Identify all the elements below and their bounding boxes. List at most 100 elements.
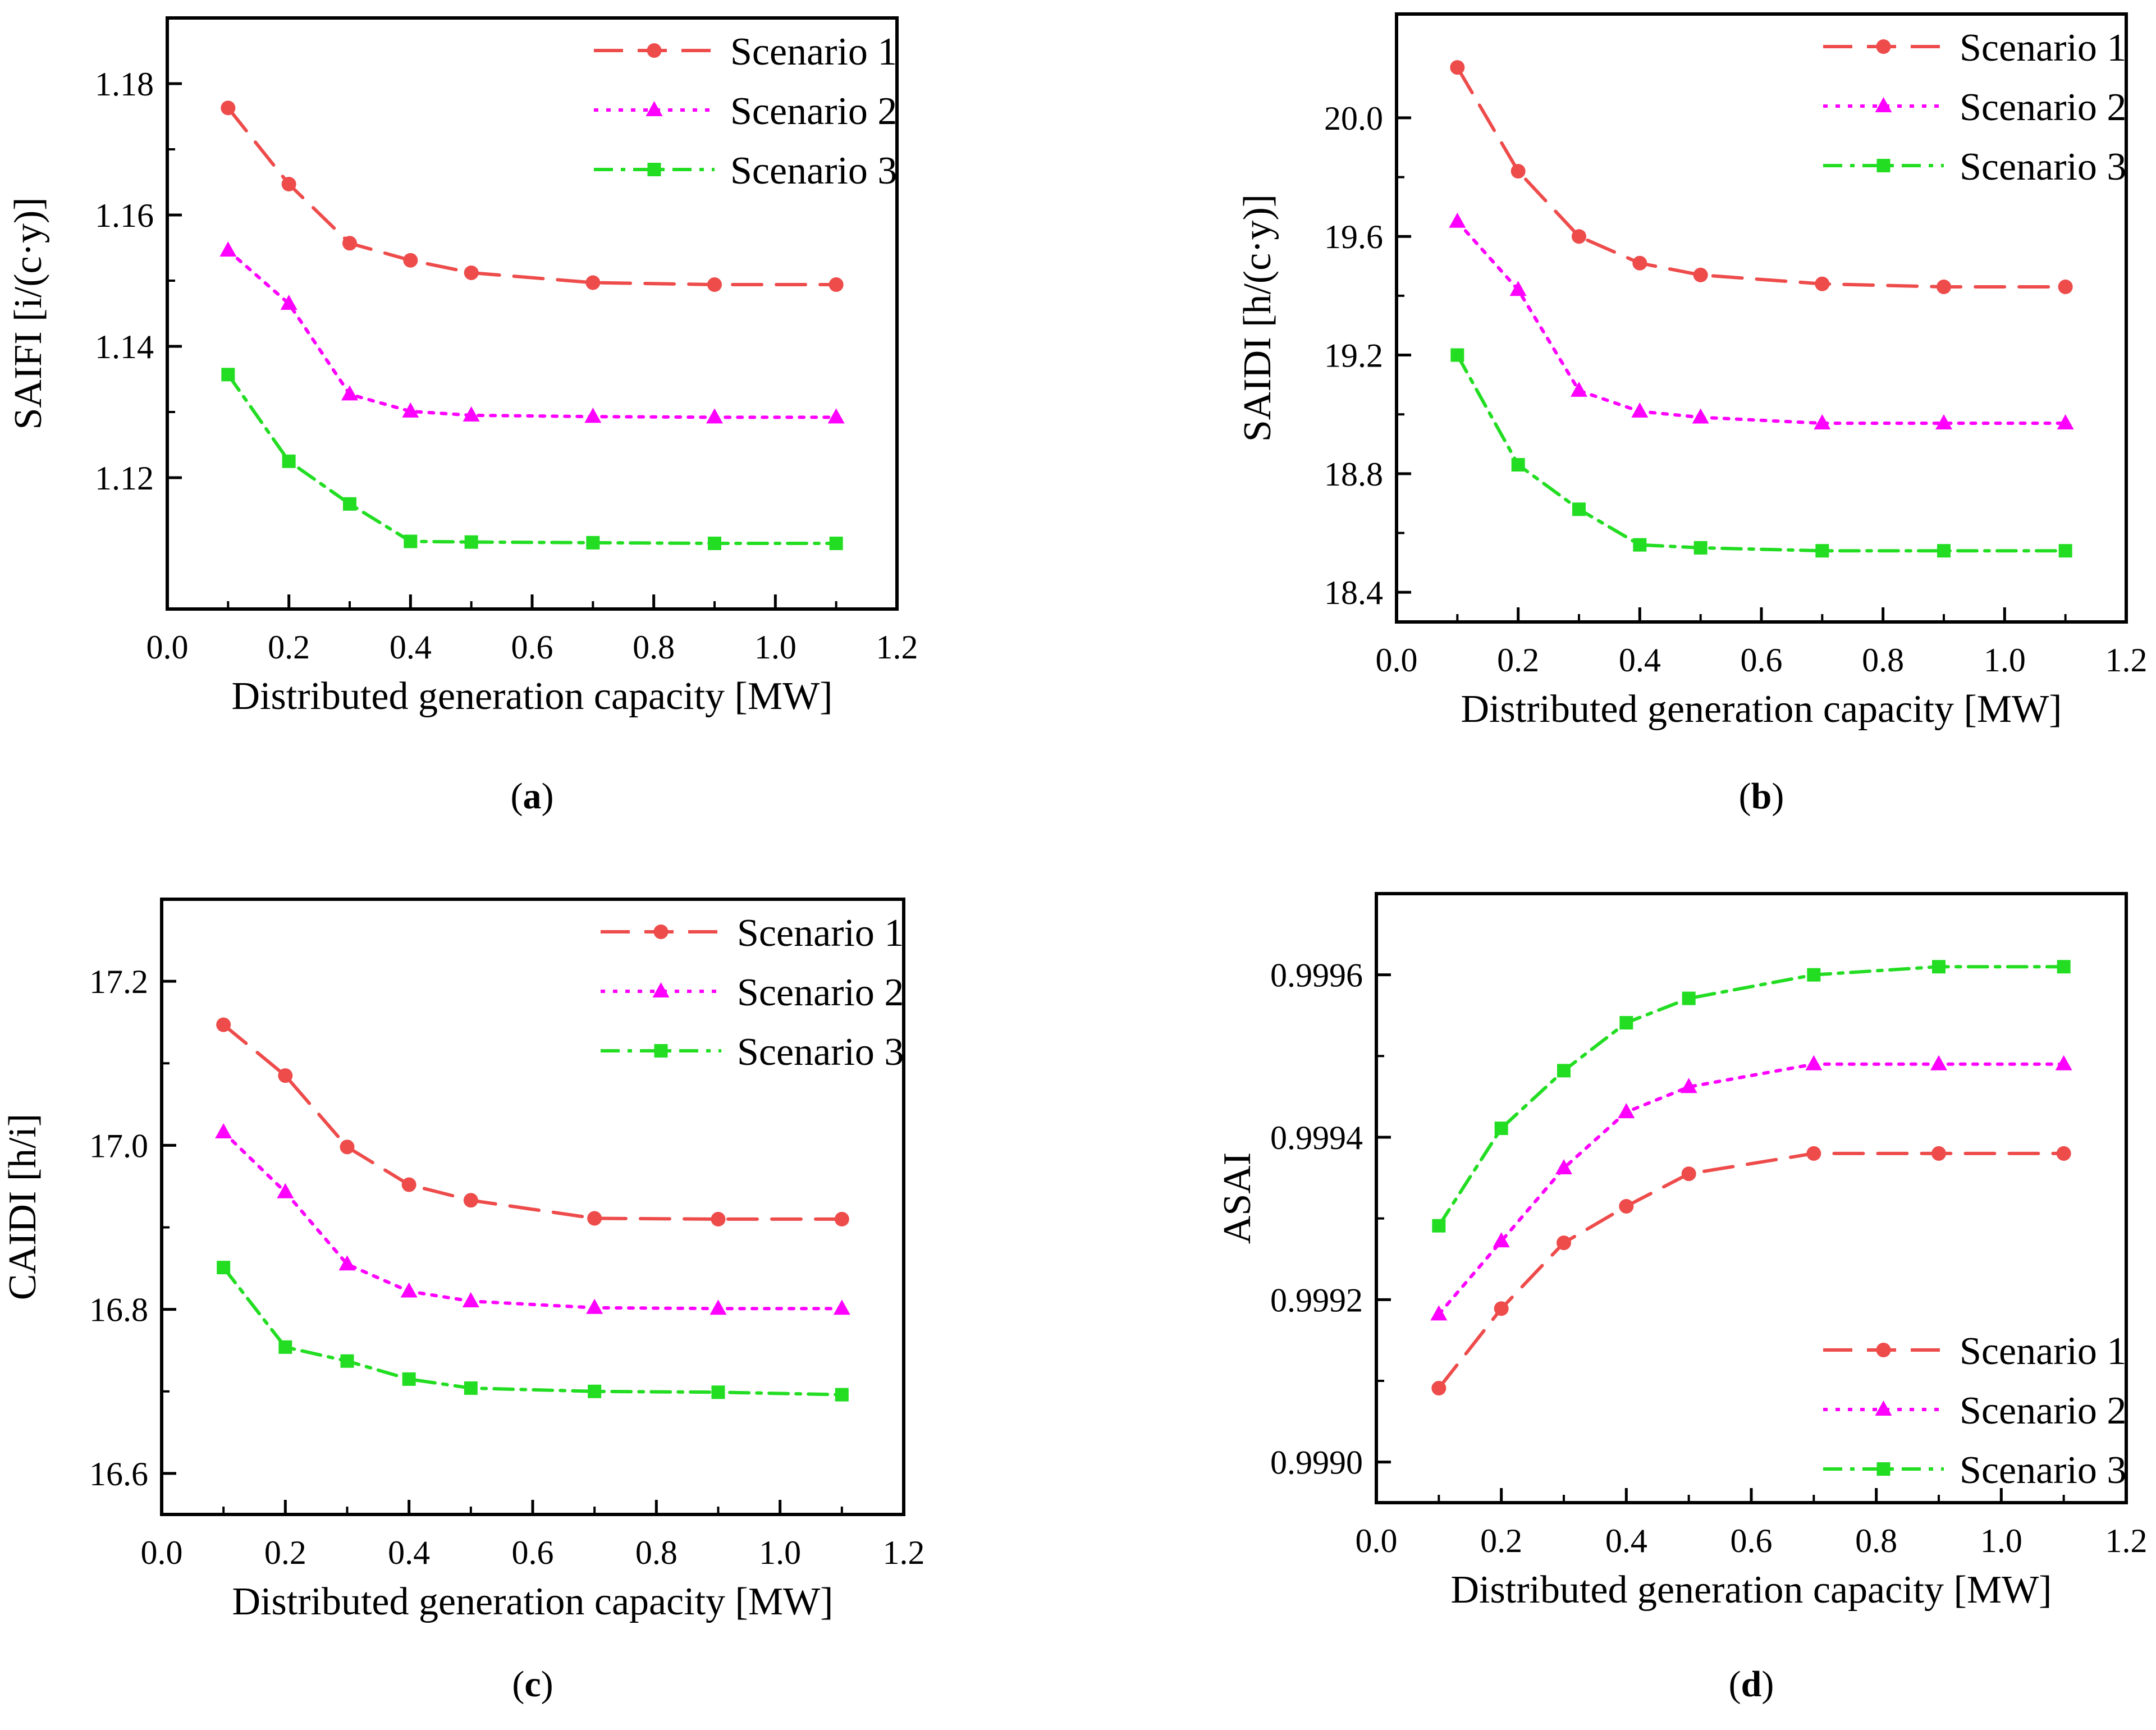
data-point-scenario-1 bbox=[1510, 163, 1526, 179]
series-scenario-2 bbox=[1430, 1055, 2072, 1321]
data-point-scenario-3 bbox=[221, 368, 235, 382]
data-point-scenario-3 bbox=[402, 1372, 416, 1386]
legend-marker-scenario-1 bbox=[1876, 39, 1891, 54]
legend-label: Scenario 1 bbox=[1960, 26, 2126, 70]
data-point-scenario-3 bbox=[829, 537, 843, 550]
legend: Scenario 1 Scenario 2 Scenario 3 bbox=[601, 912, 904, 1074]
legend-label: Scenario 1 bbox=[730, 30, 897, 74]
panel-caption: (d) bbox=[1729, 1664, 1774, 1705]
data-point-scenario-3 bbox=[1937, 544, 1951, 558]
y-axis-title: SAIDI [h/(c·y)] bbox=[1236, 194, 1279, 442]
legend-marker-scenario-1 bbox=[653, 925, 669, 939]
data-point-scenario-3 bbox=[711, 1385, 725, 1399]
data-point-scenario-1 bbox=[278, 1068, 293, 1083]
data-point-scenario-3 bbox=[1682, 991, 1696, 1005]
x-tick-label: 0.8 bbox=[633, 629, 675, 666]
legend: Scenario 1 Scenario 2 Scenario 3 bbox=[1823, 26, 2126, 189]
series-scenario-1 bbox=[1431, 1146, 2071, 1396]
data-point-scenario-3 bbox=[1807, 968, 1821, 982]
series-scenario-2 bbox=[215, 1123, 850, 1315]
series-line-scenario-2 bbox=[1437, 1062, 2066, 1316]
series-scenario-1 bbox=[216, 1017, 849, 1226]
y-tick-label: 0.9996 bbox=[1270, 957, 1363, 994]
x-tick-label: 1.0 bbox=[754, 629, 797, 666]
data-point-scenario-2 bbox=[215, 1123, 232, 1139]
data-point-scenario-2 bbox=[586, 1298, 603, 1314]
data-point-scenario-2 bbox=[1571, 381, 1587, 397]
data-point-scenario-2 bbox=[462, 1292, 479, 1308]
data-point-scenario-1 bbox=[221, 100, 236, 116]
x-tick-label: 1.2 bbox=[883, 1534, 925, 1571]
data-point-scenario-2 bbox=[277, 1183, 294, 1198]
data-point-scenario-1 bbox=[828, 277, 844, 292]
series-line-scenario-1 bbox=[222, 1023, 844, 1221]
data-point-scenario-3 bbox=[588, 1384, 602, 1398]
y-tick-label: 18.4 bbox=[1324, 574, 1383, 611]
data-point-scenario-3 bbox=[1557, 1064, 1571, 1078]
y-tick-label: 16.6 bbox=[89, 1456, 148, 1493]
panel-caption: (b) bbox=[1739, 776, 1784, 817]
series-scenario-2 bbox=[219, 241, 845, 424]
data-point-scenario-2 bbox=[219, 241, 237, 257]
data-point-scenario-1 bbox=[2056, 1146, 2071, 1161]
y-tick-label: 16.8 bbox=[89, 1292, 148, 1329]
data-point-scenario-3 bbox=[2058, 544, 2072, 558]
data-point-scenario-3 bbox=[1494, 1122, 1508, 1136]
y-tick-label: 0.9990 bbox=[1270, 1444, 1363, 1481]
legend-label: Scenario 2 bbox=[1960, 1389, 2126, 1432]
legend-marker-scenario-2 bbox=[646, 101, 663, 116]
data-point-scenario-1 bbox=[1431, 1381, 1447, 1396]
data-point-scenario-3 bbox=[282, 454, 296, 468]
data-point-scenario-1 bbox=[834, 1211, 849, 1226]
x-tick-label: 0.4 bbox=[388, 1534, 430, 1571]
x-tick-label: 0.4 bbox=[1619, 642, 1661, 679]
x-tick-label: 1.2 bbox=[2105, 642, 2148, 679]
data-point-scenario-1 bbox=[464, 265, 479, 280]
data-point-scenario-1 bbox=[216, 1017, 231, 1032]
data-point-scenario-1 bbox=[463, 1193, 478, 1208]
legend-label: Scenario 1 bbox=[737, 912, 904, 955]
x-tick-label: 1.0 bbox=[1980, 1522, 2022, 1559]
y-tick-label: 17.0 bbox=[89, 1127, 148, 1164]
data-point-scenario-2 bbox=[280, 294, 297, 310]
data-point-scenario-3 bbox=[586, 536, 600, 550]
x-tick-label: 1.2 bbox=[2105, 1522, 2148, 1559]
data-point-scenario-1 bbox=[401, 1177, 416, 1192]
panel-d: 0.0 0.2 0.4 0.6 0.8 1.0 1.2 0.9990 0.9992 0.9994 0… bbox=[1216, 892, 2148, 1705]
data-point-scenario-1 bbox=[1619, 1198, 1634, 1214]
y-tick-label: 1.14 bbox=[95, 328, 154, 365]
legend-label: Scenario 3 bbox=[1960, 145, 2126, 189]
x-tick-label: 1.0 bbox=[1984, 642, 2026, 679]
x-tick-label: 0.2 bbox=[264, 1534, 306, 1571]
x-tick-label: 0.8 bbox=[1862, 642, 1904, 679]
series-line-scenario-3 bbox=[1437, 965, 2066, 1228]
data-point-scenario-3 bbox=[2057, 960, 2071, 974]
data-point-scenario-2 bbox=[827, 408, 845, 424]
data-point-scenario-2 bbox=[833, 1299, 850, 1315]
x-axis-title: Distributed generation capacity [MW] bbox=[232, 675, 833, 718]
data-point-scenario-1 bbox=[1931, 1146, 1946, 1161]
data-point-scenario-2 bbox=[1930, 1055, 1947, 1070]
series-line-scenario-3 bbox=[1455, 353, 2067, 553]
data-point-scenario-3 bbox=[464, 535, 478, 549]
data-point-scenario-1 bbox=[1572, 229, 1586, 244]
x-tick-label: 1.2 bbox=[876, 629, 918, 666]
y-tick-label: 20.0 bbox=[1324, 100, 1383, 137]
data-point-scenario-2 bbox=[2055, 1055, 2072, 1070]
data-point-scenario-2 bbox=[1493, 1232, 1510, 1248]
data-point-scenario-1 bbox=[403, 253, 418, 268]
data-point-scenario-3 bbox=[1619, 1016, 1633, 1030]
legend-label: Scenario 2 bbox=[1960, 86, 2126, 129]
series-scenario-3 bbox=[1432, 960, 2071, 1233]
series-line-scenario-2 bbox=[226, 249, 838, 419]
data-point-scenario-1 bbox=[1693, 267, 1708, 282]
data-point-scenario-1 bbox=[1494, 1301, 1509, 1316]
data-point-scenario-3 bbox=[340, 1354, 354, 1368]
data-point-scenario-2 bbox=[1430, 1305, 1448, 1321]
data-point-scenario-1 bbox=[1450, 60, 1465, 75]
data-point-scenario-3 bbox=[404, 534, 418, 548]
data-point-scenario-3 bbox=[1572, 502, 1586, 516]
data-point-scenario-2 bbox=[338, 1255, 356, 1271]
legend-marker-scenario-3 bbox=[647, 163, 661, 176]
